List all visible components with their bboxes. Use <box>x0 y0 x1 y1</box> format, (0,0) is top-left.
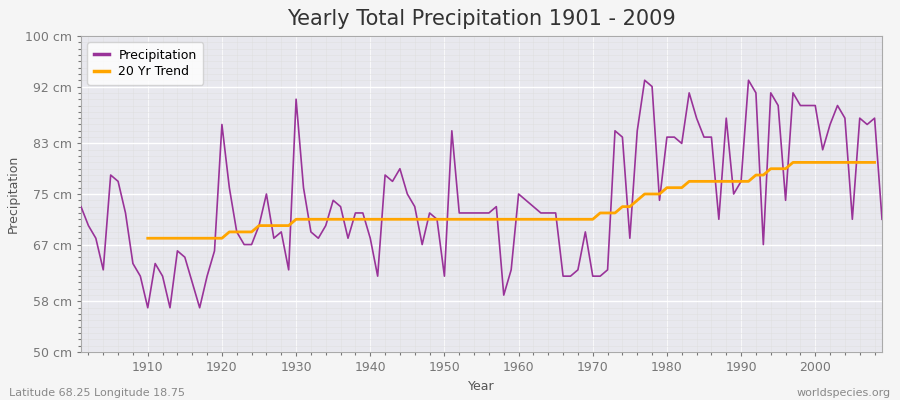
20 Yr Trend <box>788 160 798 165</box>
Precipitation <box>520 198 531 203</box>
Line: 20 Yr Trend: 20 Yr Trend <box>148 162 875 238</box>
Legend: Precipitation, 20 Yr Trend: Precipitation, 20 Yr Trend <box>87 42 203 84</box>
Precipitation <box>142 305 153 310</box>
20 Yr Trend <box>335 217 346 222</box>
Precipitation <box>135 274 146 278</box>
Line: Precipitation: Precipitation <box>81 80 882 308</box>
20 Yr Trend <box>506 217 517 222</box>
Text: worldspecies.org: worldspecies.org <box>796 388 891 398</box>
20 Yr Trend <box>313 217 324 222</box>
Y-axis label: Precipitation: Precipitation <box>6 155 20 233</box>
Precipitation <box>609 128 620 133</box>
Precipitation <box>877 217 887 222</box>
20 Yr Trend <box>869 160 880 165</box>
Precipitation <box>639 78 650 83</box>
Precipitation <box>305 230 316 234</box>
Title: Yearly Total Precipitation 1901 - 2009: Yearly Total Precipitation 1901 - 2009 <box>287 9 676 29</box>
Precipitation <box>513 192 524 196</box>
X-axis label: Year: Year <box>468 380 495 392</box>
20 Yr Trend <box>714 179 724 184</box>
20 Yr Trend <box>142 236 153 241</box>
20 Yr Trend <box>528 217 539 222</box>
Precipitation <box>76 204 86 209</box>
20 Yr Trend <box>364 217 375 222</box>
Text: Latitude 68.25 Longitude 18.75: Latitude 68.25 Longitude 18.75 <box>9 388 185 398</box>
Precipitation <box>350 210 361 215</box>
